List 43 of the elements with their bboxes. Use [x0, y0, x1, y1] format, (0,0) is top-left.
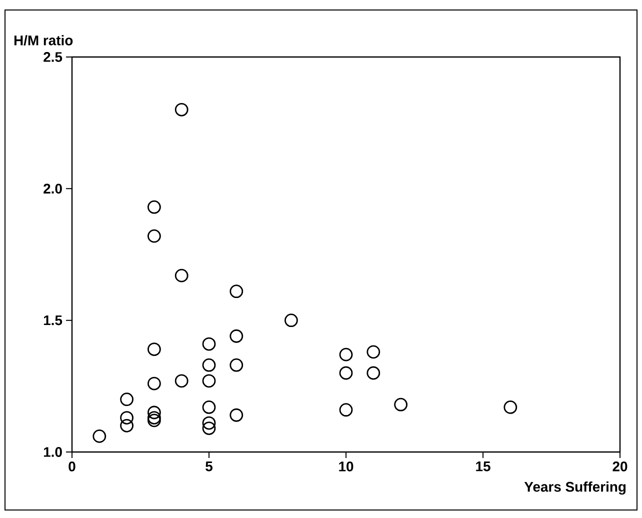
point — [148, 342, 161, 356]
point — [148, 414, 161, 428]
x-tick-label: 15 — [476, 462, 490, 472]
x-tick-label: 20 — [612, 462, 628, 472]
x-tick-label: 10 — [339, 462, 354, 472]
x-axis-title: Years Suffering — [524, 482, 626, 495]
point — [504, 400, 518, 414]
point — [202, 374, 216, 388]
x-tick-label: 0 — [68, 462, 76, 472]
point — [230, 329, 244, 343]
point — [202, 422, 216, 435]
point — [148, 411, 161, 424]
point — [148, 406, 161, 420]
y-axis-title: H/M ratio — [14, 35, 73, 46]
point — [339, 403, 353, 417]
point — [202, 416, 216, 430]
y-tick-label: 2.5 — [44, 52, 62, 62]
point — [339, 366, 353, 380]
point — [120, 411, 134, 424]
point — [230, 408, 244, 422]
point — [202, 358, 216, 372]
point — [174, 268, 188, 282]
y-tick-label: 1.5 — [44, 315, 62, 326]
point — [202, 337, 216, 351]
point — [148, 229, 161, 243]
y-tick-label: 1.0 — [44, 447, 62, 457]
point — [174, 374, 188, 388]
point — [148, 200, 161, 214]
point — [92, 430, 106, 443]
point — [148, 376, 161, 390]
point — [230, 358, 244, 372]
point — [202, 400, 216, 414]
point — [366, 345, 380, 359]
point — [120, 418, 134, 432]
y-tick-label: 2.0 — [44, 184, 62, 194]
point — [339, 348, 353, 362]
point — [230, 284, 244, 298]
point — [284, 314, 298, 328]
point — [366, 366, 380, 380]
point — [174, 102, 188, 116]
point — [394, 398, 408, 412]
point — [120, 392, 134, 406]
x-tick-label: 5 — [206, 462, 212, 472]
